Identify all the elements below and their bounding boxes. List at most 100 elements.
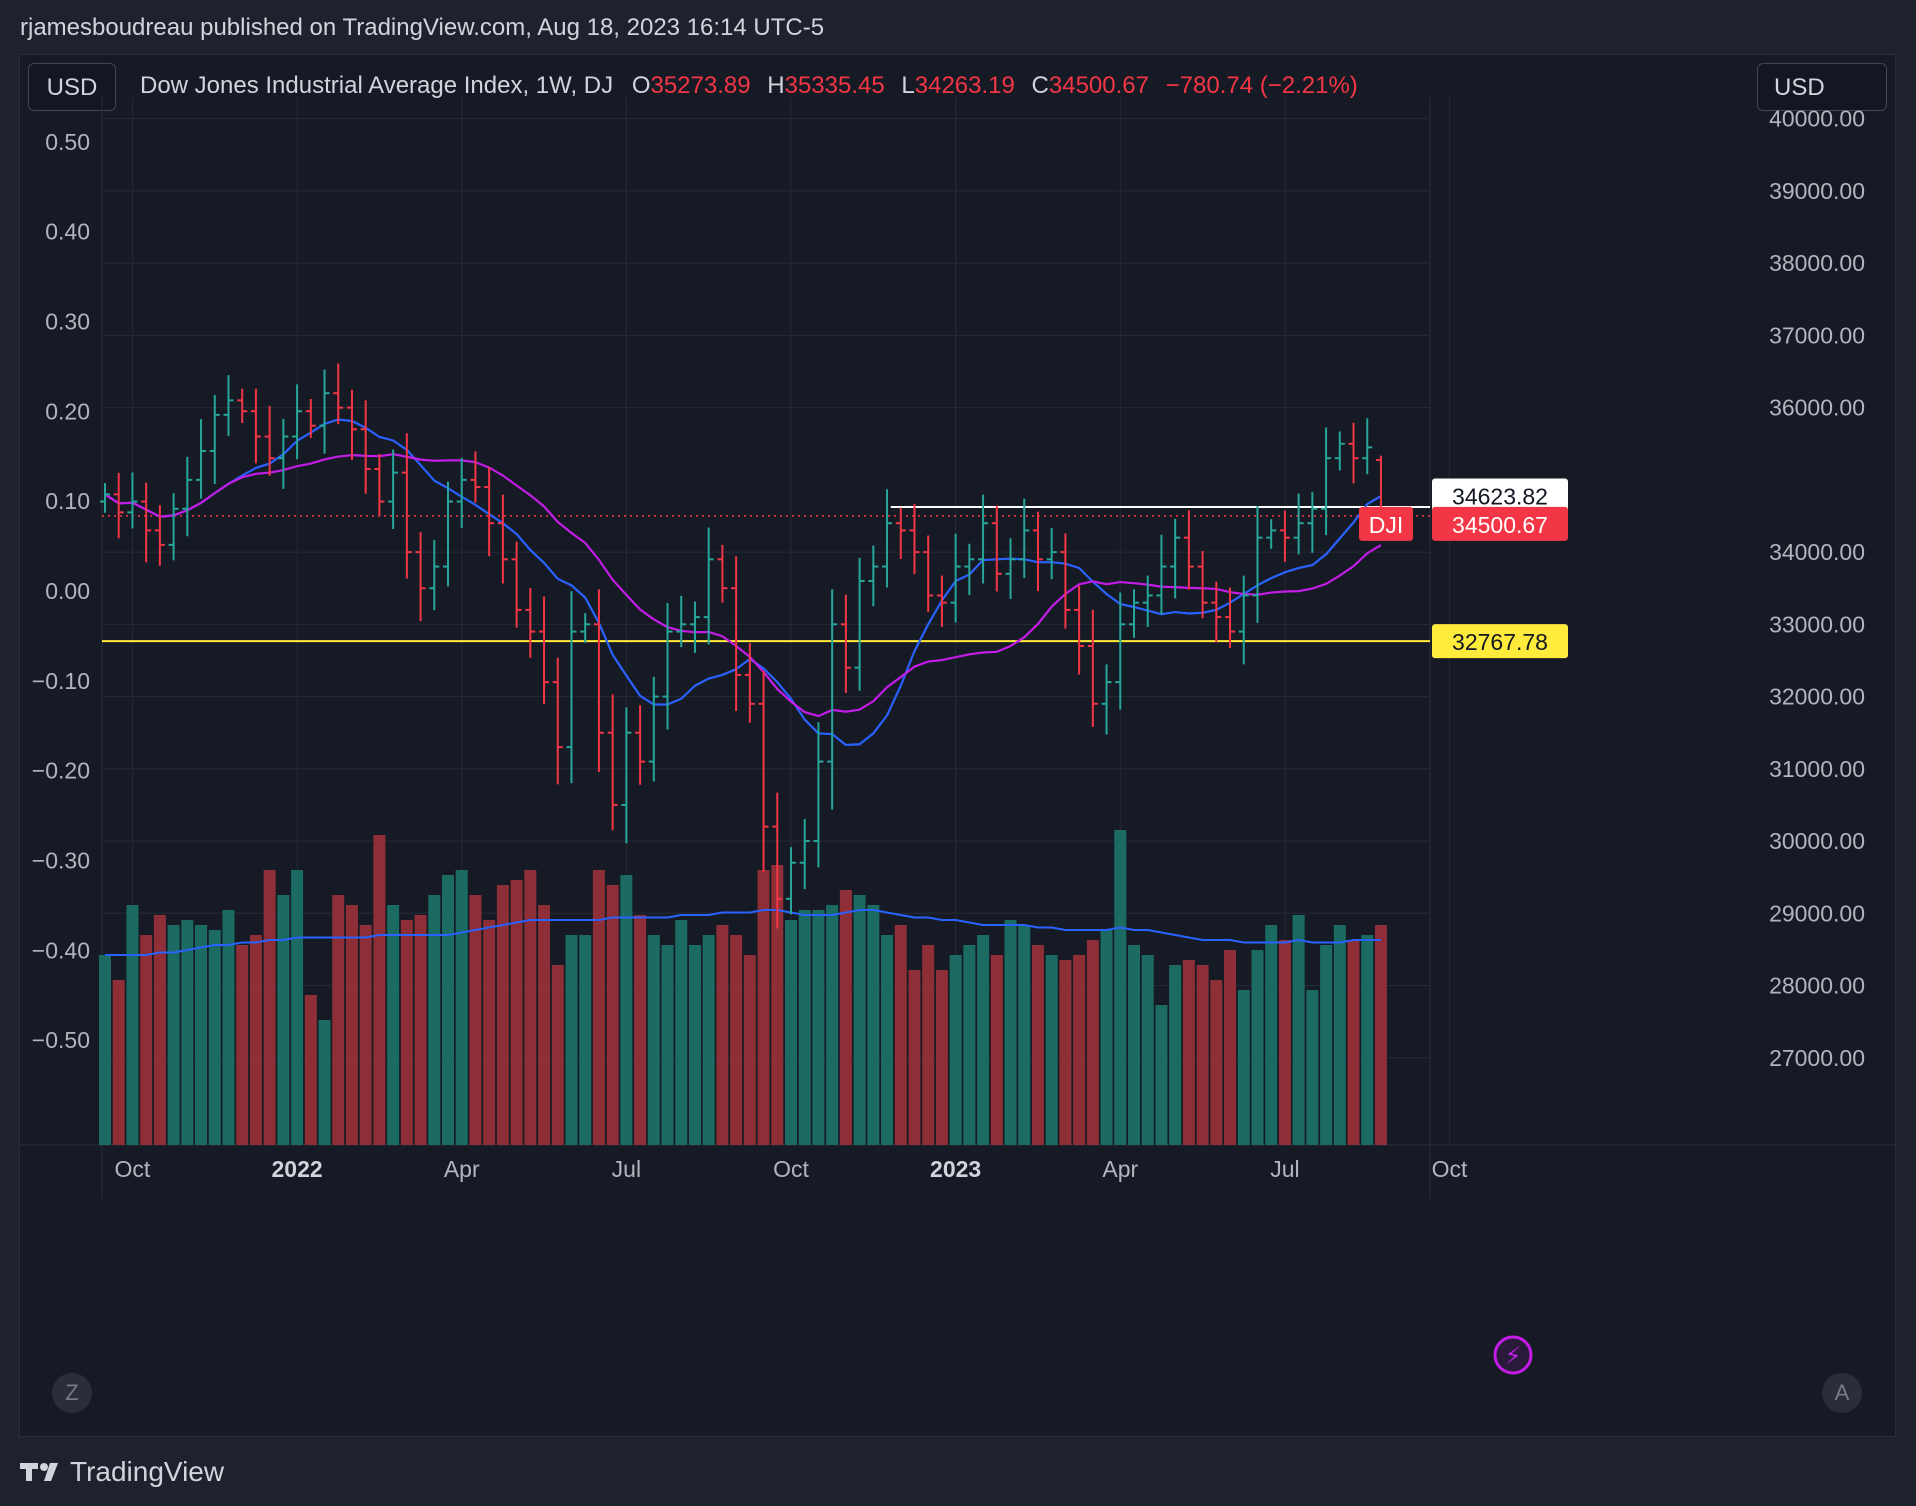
ohlc-bar bbox=[840, 594, 851, 693]
ohlc-bar bbox=[1156, 534, 1167, 615]
scale-z-button[interactable]: Z bbox=[52, 1373, 92, 1413]
volume-bar bbox=[1347, 940, 1360, 1145]
ohlc-bar bbox=[292, 384, 303, 460]
auto-scale-button[interactable]: A bbox=[1822, 1373, 1862, 1413]
volume-bar bbox=[757, 870, 770, 1145]
open-value: 35273.89 bbox=[650, 72, 751, 99]
chart-panel[interactable]: USD Dow Jones Industrial Average Index, … bbox=[19, 54, 1897, 1438]
ohlc-bar bbox=[936, 575, 947, 627]
time-axis-tick: 2022 bbox=[271, 1156, 322, 1182]
volume-bar bbox=[634, 915, 647, 1145]
volume-bar bbox=[606, 885, 619, 1145]
support-price-tag: 32767.78 bbox=[1452, 629, 1548, 655]
volume-bar bbox=[291, 870, 304, 1145]
ohlc-bar bbox=[470, 451, 481, 503]
right-axis-tick: 28000.00 bbox=[1769, 973, 1865, 999]
volume-bar bbox=[414, 915, 427, 1145]
low-value: 34263.19 bbox=[914, 72, 1015, 99]
volume-bar bbox=[853, 895, 866, 1145]
volume-bar bbox=[1182, 960, 1195, 1145]
left-axis-tick: 0.10 bbox=[45, 488, 90, 514]
ohlc-bar bbox=[991, 505, 1002, 592]
volume-bar bbox=[1141, 955, 1154, 1145]
volume-bar bbox=[140, 935, 153, 1145]
ohlc-bar bbox=[429, 540, 440, 611]
volume-bar bbox=[702, 935, 715, 1145]
currency-button-left[interactable]: USD bbox=[28, 63, 116, 111]
left-axis-tick: −0.40 bbox=[32, 937, 90, 963]
symbol-title[interactable]: Dow Jones Industrial Average Index, 1W, … bbox=[140, 72, 614, 99]
ohlc-bar bbox=[539, 596, 550, 705]
ohlc-bar bbox=[1238, 575, 1249, 665]
ohlc-bar bbox=[648, 676, 659, 782]
volume-bar bbox=[1251, 950, 1264, 1145]
volume-bar bbox=[277, 895, 290, 1145]
volume-bar bbox=[1004, 920, 1017, 1145]
volume-bar bbox=[661, 945, 674, 1145]
ohlc-bar bbox=[827, 589, 838, 810]
volume-bar bbox=[592, 870, 605, 1145]
ohlc-bar bbox=[813, 722, 824, 868]
symbol-tag: DJI bbox=[1369, 512, 1404, 538]
close-value: 34500.67 bbox=[1048, 72, 1149, 99]
time-axis-tick: Oct bbox=[115, 1156, 151, 1182]
ohlc-bar bbox=[1115, 592, 1126, 710]
ohlc-bar bbox=[1266, 519, 1277, 549]
volume-bar bbox=[688, 945, 701, 1145]
ohlc-bar bbox=[113, 472, 124, 539]
ohlc-bar bbox=[1307, 492, 1318, 553]
ohlc-bar bbox=[1279, 510, 1290, 562]
ohlc-bar bbox=[854, 557, 865, 691]
currency-button-right[interactable]: USD bbox=[1757, 63, 1887, 111]
ohlc-bar bbox=[1060, 533, 1071, 629]
volume-bar bbox=[743, 955, 756, 1145]
ohlc-bar bbox=[456, 457, 467, 528]
time-axis-tick: Oct bbox=[773, 1156, 809, 1182]
volume-bar bbox=[867, 905, 880, 1145]
horizontal-lines bbox=[102, 506, 1430, 643]
ohlc-bar bbox=[593, 589, 604, 773]
volume-bar bbox=[1169, 965, 1182, 1145]
time-axis-tick: Jul bbox=[612, 1156, 641, 1182]
volume-bar bbox=[1128, 945, 1140, 1145]
left-axis-tick: 0.00 bbox=[45, 578, 90, 604]
support-price-tag-bg bbox=[1432, 624, 1568, 659]
ohlc-bar bbox=[223, 375, 234, 436]
high-label: H bbox=[767, 72, 785, 99]
volume-bar bbox=[1361, 935, 1374, 1145]
volume-bar bbox=[730, 935, 743, 1145]
volume-bar bbox=[908, 970, 921, 1145]
left-axis-tick: −0.50 bbox=[32, 1027, 90, 1053]
ohlc-bar bbox=[868, 545, 879, 607]
ohlc-bar bbox=[566, 591, 577, 784]
volume-bar bbox=[359, 925, 372, 1145]
ohlc-bar bbox=[621, 707, 632, 844]
left-axis-tick: −0.10 bbox=[32, 668, 90, 694]
moving-averages bbox=[104, 418, 1382, 747]
volume-bar bbox=[99, 955, 111, 1145]
volume-bar bbox=[826, 905, 839, 1145]
ohlc-bar bbox=[1142, 575, 1153, 627]
volume-bar bbox=[647, 935, 660, 1145]
price-chart[interactable]: 0.50 0.40 0.30 0.20 0.10 0.00 −0.10 −0.20 −0.30 −… bbox=[20, 55, 1897, 1438]
ohlc-bar bbox=[635, 705, 646, 785]
ohlc-bar bbox=[923, 535, 934, 613]
ohlc-bar bbox=[552, 657, 563, 785]
ohlc-bar bbox=[909, 504, 920, 575]
volume-bar bbox=[195, 925, 208, 1145]
brand-footer[interactable]: TradingView bbox=[20, 1456, 224, 1488]
ohlc-bar bbox=[1334, 431, 1345, 471]
ohlc-bar bbox=[978, 494, 989, 584]
volume-bar bbox=[112, 980, 125, 1145]
ohlc-bar bbox=[511, 541, 522, 628]
ohlc-bar bbox=[168, 493, 179, 561]
ohlc-bar bbox=[1074, 585, 1085, 675]
volume-bar bbox=[181, 920, 194, 1145]
ohlc-bar bbox=[950, 533, 961, 623]
volume-bar bbox=[1306, 990, 1319, 1145]
volume-bar bbox=[1031, 945, 1044, 1145]
last-price-tag: 34500.67 bbox=[1452, 512, 1548, 538]
time-axis: Oct 2022 Apr Jul Oct 2023 Apr Jul Oct bbox=[115, 1156, 1469, 1182]
volume-bar bbox=[249, 935, 262, 1145]
volume-bar bbox=[716, 925, 729, 1145]
